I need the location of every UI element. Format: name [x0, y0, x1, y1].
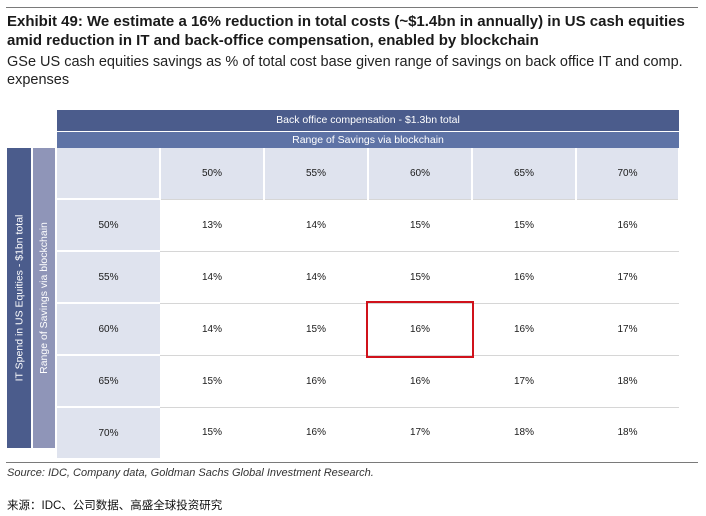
- table-cell: 15%: [160, 406, 264, 458]
- table-cell: 14%: [264, 198, 368, 251]
- table-cell: 16%: [264, 406, 368, 458]
- table-cell: 16%: [264, 354, 368, 407]
- row-header-subgroup: Range of Savings via blockchain: [33, 148, 55, 448]
- row-header-50pct: 50%: [57, 198, 160, 251]
- table-cell: 14%: [264, 250, 368, 303]
- table-row: 50% 13% 14% 15% 15% 16%: [57, 198, 679, 251]
- table-cell: 16%: [472, 302, 576, 355]
- table-cell: 14%: [160, 302, 264, 355]
- table-row: 70% 15% 16% 17% 18% 18%: [57, 406, 679, 458]
- row-header-subgroup-label: Range of Savings via blockchain: [38, 222, 51, 374]
- source-note: Source: IDC, Company data, Goldman Sachs…: [7, 467, 374, 479]
- table-cell: 13%: [160, 198, 264, 251]
- table-row: 65% 15% 16% 16% 17% 18%: [57, 354, 679, 407]
- table-cell: 14%: [160, 250, 264, 303]
- table-row: 55% 14% 14% 15% 16% 17%: [57, 250, 679, 303]
- exhibit-title: Exhibit 49: We estimate a 16% reduction …: [7, 13, 685, 49]
- column-header-55pct: 55%: [264, 148, 369, 199]
- table-cell: 17%: [576, 250, 679, 303]
- column-header-group: Back office compensation - $1.3bn total: [57, 110, 679, 131]
- bottom-rule: [6, 462, 698, 463]
- row-header-65pct: 65%: [57, 354, 160, 407]
- table-row: 60% 14% 15% 16% 16% 17%: [57, 301, 679, 358]
- table-cell: 18%: [576, 406, 679, 458]
- table-cell: 17%: [472, 354, 576, 407]
- exhibit-subtitle: GSe US cash equities savings as % of tot…: [7, 54, 683, 88]
- table-cell: 16%: [472, 250, 576, 303]
- row-header-70pct: 70%: [57, 406, 160, 458]
- row-header-group: IT Spend in US Equities - $1bn total: [7, 148, 31, 448]
- table-cell: 15%: [368, 198, 472, 251]
- top-rule: [6, 7, 698, 8]
- row-header-group-label: IT Spend in US Equities - $1bn total: [13, 214, 25, 382]
- table-cell: 15%: [264, 302, 368, 355]
- column-header-60pct: 60%: [368, 148, 473, 199]
- column-header-65pct: 65%: [472, 148, 577, 199]
- table-cell: 17%: [368, 406, 472, 458]
- table-cell: 18%: [576, 354, 679, 407]
- column-header-70pct: 70%: [576, 148, 680, 199]
- row-header-55pct: 55%: [57, 250, 160, 303]
- column-header-subgroup: Range of Savings via blockchain: [57, 132, 679, 148]
- table-cell: 16%: [576, 198, 679, 251]
- column-header-50pct: 50%: [160, 148, 265, 199]
- table-cell: 15%: [368, 250, 472, 303]
- sensitivity-table: 50% 55% 60% 65% 70% 50% 13% 14% 15% 15% 16% 55% 14% 1…: [57, 148, 680, 458]
- table-cell: 15%: [160, 354, 264, 407]
- chinese-source-note: 来源：IDC、公司数据、高盛全球投资研究: [7, 500, 223, 512]
- row-header-60pct: 60%: [57, 302, 160, 355]
- table-cell: 16%: [368, 354, 472, 407]
- highlighted-cell: 16%: [366, 301, 474, 358]
- table-cell: 15%: [472, 198, 576, 251]
- table-corner: [57, 148, 161, 199]
- table-cell: 18%: [472, 406, 576, 458]
- table-cell: 17%: [576, 302, 679, 355]
- column-header-row: 50% 55% 60% 65% 70%: [57, 148, 680, 199]
